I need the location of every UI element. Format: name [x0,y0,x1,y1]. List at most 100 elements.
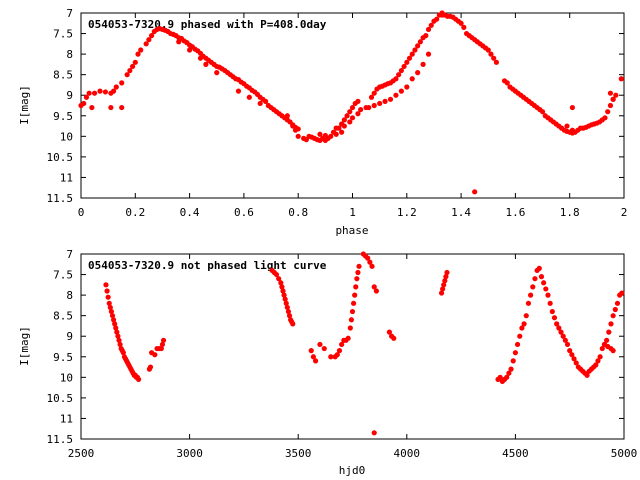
phased-data-point [127,67,133,74]
unphased-data-point [373,288,379,294]
unphased-data-point [105,294,111,300]
unphased-y-axis-label: I[mag] [18,326,31,366]
phased-data-point [263,98,269,104]
phased-data-point [110,88,117,94]
unphased-data-point [108,308,115,315]
phased-data-point [119,104,125,111]
unphased-y-tick-label: 7 [66,248,73,261]
phased-data-point [406,55,413,61]
unphased-data-point [517,333,523,339]
phased-data-point [539,109,546,115]
phased-x-tick-label: 1.8 [560,206,580,219]
unphased-data-point [506,370,512,376]
phased-y-tick-label: 8.5 [53,69,73,82]
unphased-data-point [530,284,536,290]
phased-data-point [618,76,624,82]
unphased-data-point [349,308,356,315]
phased-ticks-group: 0 0.2 0.4 0.6 0.8 1 1.2 1.4 1.6 1.8 2 7 7.5 8 8.5 9 9.5 1… [47,7,628,219]
phased-x-tick-label: 1.4 [451,206,471,219]
unphased-data-point [281,292,287,298]
unphased-data-point [508,366,514,372]
unphased-ticks-group: 2500 3000 3500 4000 4500 5000 7 7.5 8 8.5 9 9.5 10 10… [47,248,638,460]
phased-data-point [349,104,356,111]
unphased-x-tick-label: 4500 [502,447,529,460]
phased-x-tick-label: 0.4 [180,206,200,219]
unphased-x-tick-label: 2500 [68,447,95,460]
phased-data-point [607,90,614,96]
unphased-data-point [545,292,551,298]
unphased-data-point [584,372,590,378]
phased-data-point [333,131,339,137]
unphased-data-point [612,306,618,313]
unphased-y-tick-label: 10 [60,371,73,384]
phased-x-tick-label: 0 [78,206,85,219]
phased-data-point [401,63,407,70]
unphased-y-tick-label: 9 [66,330,73,343]
phased-data-point [409,76,415,82]
unphased-points-group [103,251,625,436]
phased-data-point [398,88,404,94]
unphased-data-point [573,360,579,366]
phased-data-point [377,100,383,107]
unphased-data-point [497,374,503,380]
unphased-data-point [113,325,119,331]
unphased-data-point [321,345,327,352]
unphased-data-point [514,341,521,348]
unphased-data-point [614,300,621,306]
unphased-data-point [120,350,126,356]
phased-data-point [102,89,109,95]
phased-data-point [347,109,353,115]
unphased-data-point [567,348,573,354]
phased-data-point [124,72,130,78]
phased-data-point [257,100,263,107]
unphased-data-point [345,335,351,341]
unphased-data-point [308,348,314,354]
phased-x-tick-label: 0.2 [125,206,145,219]
phased-data-point [146,37,152,43]
unphased-data-point [593,362,599,368]
phased-data-point [491,55,497,61]
unphased-data-point [547,300,553,306]
unphased-data-point [317,341,323,348]
phased-data-point [347,119,353,125]
unphased-data-point [512,350,519,356]
unphased-data-point [564,341,571,348]
phased-data-point [303,137,309,143]
unphased-data-point [599,345,605,352]
phased-data-point [398,67,404,74]
phased-data-point [119,80,125,86]
phased-y-tick-label: 7.5 [53,28,73,41]
unphased-y-tick-label: 11 [60,412,73,425]
phased-data-point [317,131,323,137]
phased-data-point [246,94,252,100]
phased-data-point [86,90,92,96]
phased-data-point [132,59,138,65]
phased-data-point [108,104,114,111]
unphased-light-curve-panel: 054053-7320.9 not phased light curve hjd… [18,248,637,477]
unphased-data-point [525,300,532,306]
phased-data-point [187,47,193,53]
phased-data-point [344,113,350,119]
unphased-data-point [114,329,120,335]
unphased-data-point [538,274,545,280]
phased-data-point [355,111,361,117]
unphased-data-point [284,304,290,311]
phased-x-tick-label: 1.2 [397,206,417,219]
unphased-data-point [109,313,116,319]
unphased-data-point [519,325,525,331]
phased-data-point [569,127,576,133]
unphased-data-point [367,259,373,265]
phased-data-point [613,92,619,98]
unphased-data-point [115,333,121,339]
phased-data-point [358,107,364,113]
unphased-y-tick-label: 9.5 [53,351,73,364]
unphased-x-tick-label: 4000 [394,447,421,460]
unphased-data-point [441,282,447,288]
phased-data-point [485,47,491,53]
phased-data-point [295,133,301,139]
unphased-data-point [104,288,110,294]
phased-data-point [382,98,388,104]
unphased-data-point [117,341,123,348]
unphased-data-point [610,348,616,354]
